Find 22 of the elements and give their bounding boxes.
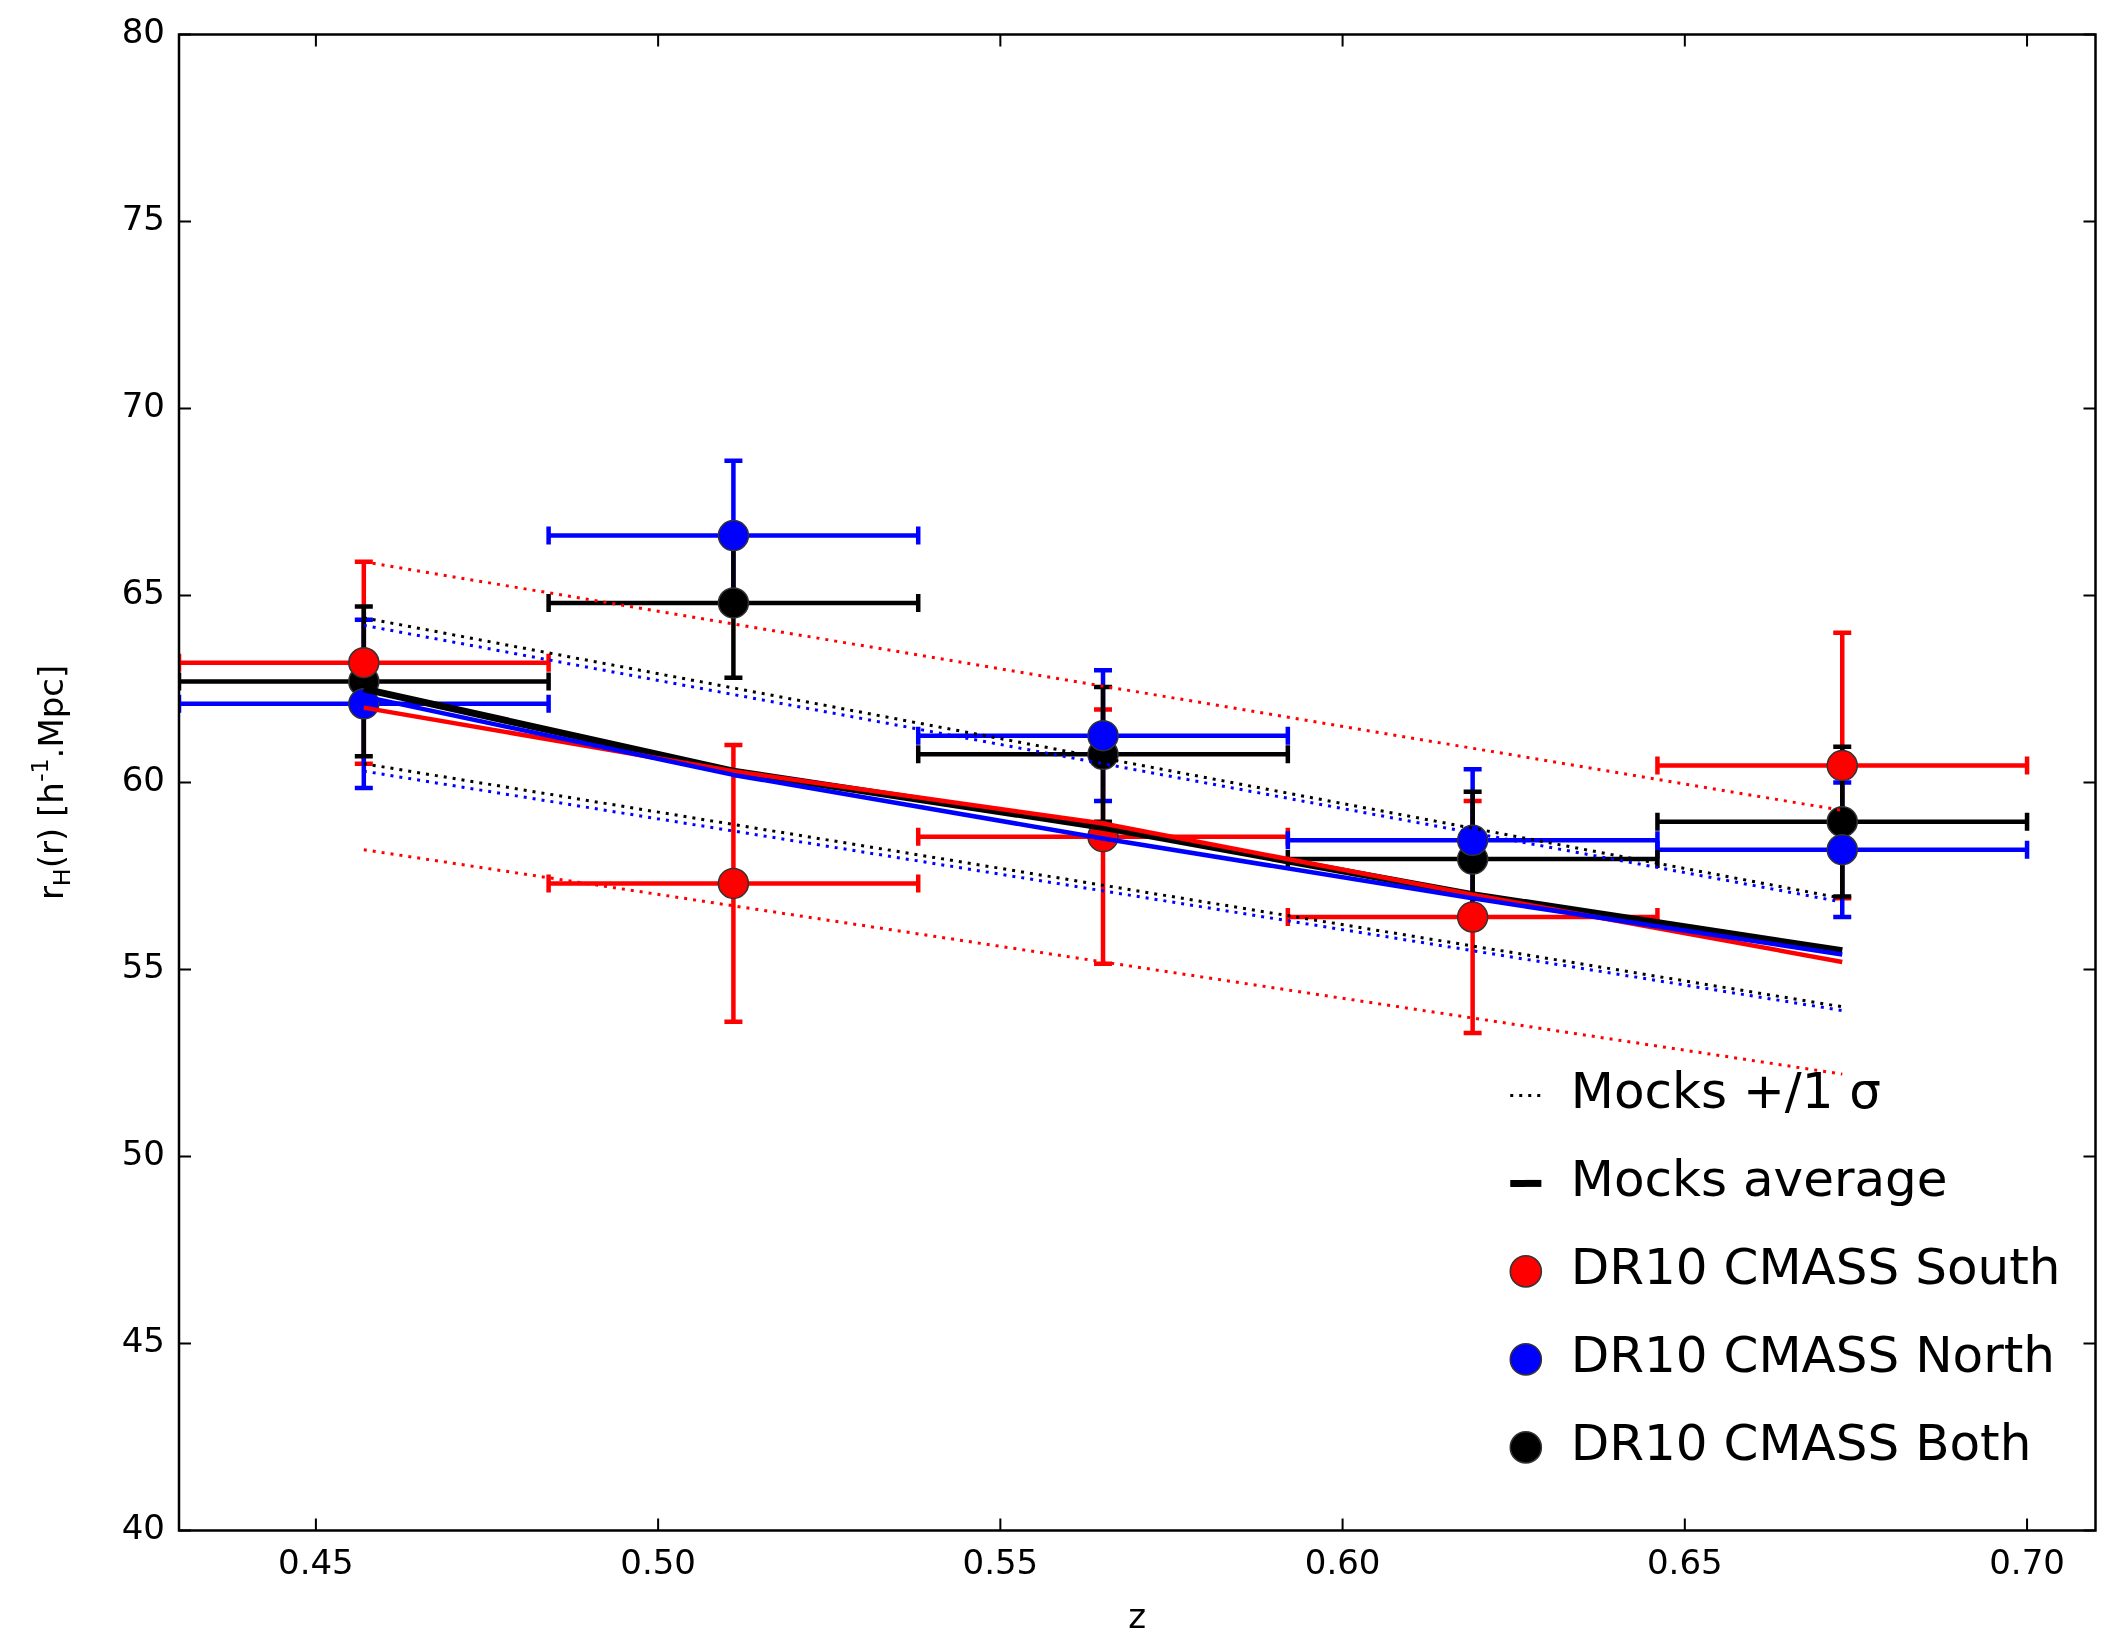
x-tick-label: 0.45 [278,1541,354,1582]
legend-label: DR10 CMASS South [1570,1238,2061,1297]
y-tick-label: 65 [121,572,165,613]
legend-label: DR10 CMASS Both [1570,1414,2032,1473]
y-tick-label: 45 [121,1320,165,1361]
legend-label: Mocks +/1 σ [1570,1062,1882,1121]
y-axis-title: rH(r) [h-1.Mpc] [26,664,77,901]
x-tick-label: 0.65 [1646,1541,1723,1582]
legend-label: Mocks average [1570,1150,1948,1209]
x-tick-label: 0.60 [1304,1541,1381,1582]
y-tick-label: 75 [121,198,165,239]
x-tick-label: 0.50 [620,1541,696,1582]
y-tick-label: 40 [121,1507,165,1548]
y-tick-label: 70 [121,385,165,426]
y-tick-label: 60 [121,759,165,800]
x-tick-label: 0.70 [1989,1541,2065,1582]
legend-label: DR10 CMASS North [1570,1326,2056,1385]
y-tick-label: 50 [121,1133,165,1174]
x-axis-title: z [1128,1596,1147,1637]
y-tick-label: 80 [121,11,165,52]
x-tick-label: 0.55 [962,1541,1039,1582]
y-tick-label: 55 [121,946,165,987]
